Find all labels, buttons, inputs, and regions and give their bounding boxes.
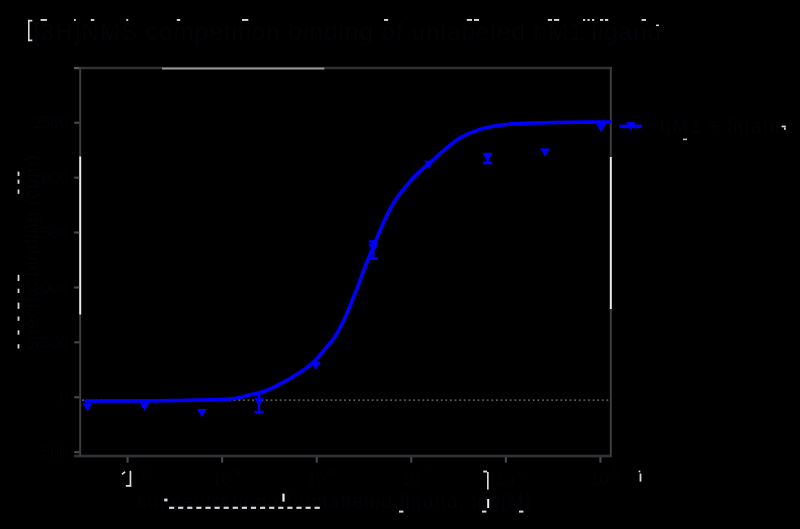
svg-text:-5: -5 <box>608 466 619 480</box>
svg-text:-9: -9 <box>230 466 241 480</box>
svg-text:10: 10 <box>590 470 609 489</box>
svg-text:10: 10 <box>496 470 515 489</box>
svg-text:-7: -7 <box>419 466 430 480</box>
svg-text:-500: -500 <box>36 445 68 462</box>
svg-text:10: 10 <box>212 470 231 489</box>
svg-text:-10: -10 <box>136 466 154 480</box>
svg-text:1000: 1000 <box>32 280 68 297</box>
svg-text:1500: 1500 <box>32 225 68 242</box>
svg-text:2000: 2000 <box>32 170 68 187</box>
svg-text:specific binding (cpm): specific binding (cpm) <box>22 155 43 350</box>
svg-text:-8: -8 <box>325 466 336 480</box>
svg-text:-6: -6 <box>514 466 525 480</box>
svg-text:500: 500 <box>41 335 68 352</box>
svg-text:10: 10 <box>401 470 420 489</box>
svg-text:2500: 2500 <box>32 115 68 132</box>
svg-text:10: 10 <box>307 470 326 489</box>
svg-text:concentration of unlabeled lig: concentration of unlabeled ligand, log[M… <box>137 492 530 513</box>
svg-text:hM1 + ligand: hM1 + ligand <box>660 116 786 138</box>
svg-text:10: 10 <box>118 470 137 489</box>
svg-text:0: 0 <box>59 390 68 407</box>
svg-text:[3H]NMS competition binding of: [3H]NMS competition binding of unlabeled… <box>33 19 661 46</box>
